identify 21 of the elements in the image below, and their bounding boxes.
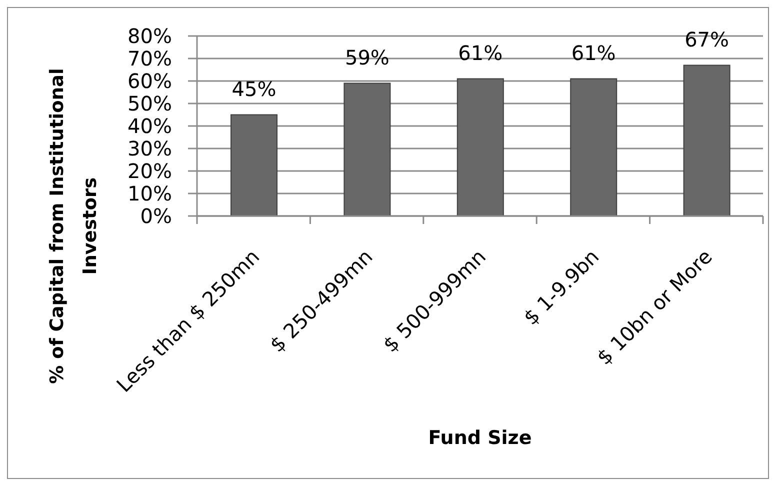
- y-tick-label: 70%: [128, 46, 172, 71]
- data-label: 45%: [232, 76, 276, 101]
- data-label: 59%: [344, 45, 390, 70]
- y-tick-label: 0%: [140, 204, 172, 228]
- y-tick-label: 60%: [128, 69, 172, 94]
- data-label: 61%: [571, 40, 616, 65]
- y-tick-label: 30%: [128, 136, 172, 161]
- x-axis-title: Fund Size: [428, 427, 532, 449]
- y-tick-label: 10%: [128, 182, 172, 206]
- data-label: 67%: [684, 27, 730, 52]
- y-tick-label: 40%: [128, 114, 172, 138]
- bar: [570, 78, 618, 216]
- bar: [230, 114, 278, 216]
- data-label: 61%: [458, 40, 503, 65]
- y-tick-label: 50%: [128, 92, 172, 116]
- y-tick-label: 20%: [128, 159, 172, 184]
- bar: [456, 78, 504, 216]
- y-tick-label: 80%: [128, 24, 172, 48]
- bar: [683, 64, 730, 216]
- y-axis-title: % of Capital from Institutional Investors: [47, 68, 101, 384]
- bar: [344, 82, 391, 216]
